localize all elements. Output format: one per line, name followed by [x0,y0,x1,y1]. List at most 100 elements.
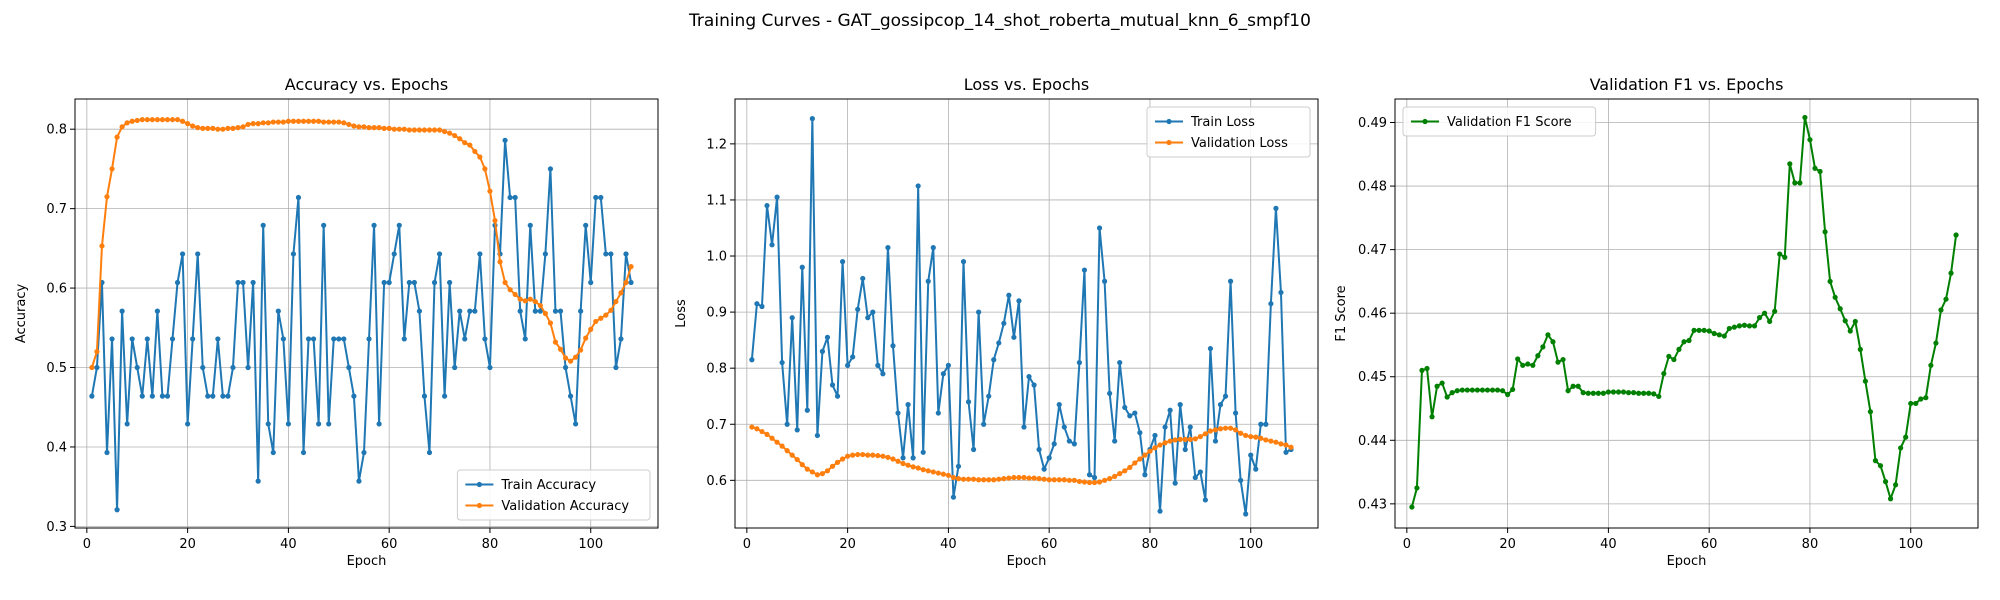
data-point [1142,452,1148,458]
data-point [1152,445,1158,451]
data-point [925,278,931,284]
data-point [754,301,760,307]
data-point [1908,400,1914,407]
data-point [583,335,589,341]
y-tick-label: 0.43 [1358,497,1387,512]
data-point [1716,332,1722,338]
data-point [1071,441,1077,447]
data-point [1535,353,1541,359]
data-point [1580,390,1586,396]
data-point [1953,232,1959,238]
data-point [331,119,337,125]
data-point [915,465,921,471]
data-point [1132,460,1138,466]
data-point [935,470,941,476]
data-point [598,315,604,321]
data-point [1469,387,1475,393]
legend-entry: Train Accuracy [500,478,596,493]
data-point [421,393,428,399]
data-point [200,364,206,371]
x-tick-label: 0 [743,537,751,552]
data-point [406,127,412,133]
data-point [628,264,634,270]
data-point [1666,353,1672,359]
data-point [447,279,453,286]
data-point [960,476,967,482]
y-tick-label: 1.2 [706,137,727,152]
data-point [527,296,533,302]
data-point [1812,165,1818,171]
data-point [1767,318,1773,325]
data-point [557,308,564,314]
data-point [89,364,95,371]
legend: Train Loss Validation Loss [1146,106,1311,158]
data-point [1102,278,1108,284]
data-point [547,320,554,326]
data-point [502,279,508,286]
data-point [1011,334,1017,340]
data-point [799,264,805,270]
data-point [1076,359,1083,366]
y-tick-label: 0.47 [1358,243,1387,258]
data-point [260,120,266,126]
data-point [1515,356,1521,362]
data-point [578,308,584,314]
data-point [134,364,140,371]
data-point [1091,479,1098,486]
data-point [1545,332,1551,338]
data-point [487,188,493,194]
data-point [1001,320,1007,326]
data-point [749,357,755,363]
data-point [925,468,931,474]
data-point [1227,278,1234,284]
data-point [185,121,191,127]
data-point [950,494,957,500]
data-point [305,118,312,124]
data-point [482,166,488,172]
data-point [1711,330,1717,337]
data-point [1107,390,1113,397]
data-point [900,455,906,461]
data-point [1560,356,1566,363]
data-point [1091,474,1098,481]
data-point [1046,477,1052,483]
data-point [1122,404,1128,411]
data-point [537,302,543,309]
data-point [265,120,271,126]
data-point [1721,333,1727,339]
data-point [804,466,810,472]
legend-box [1402,106,1597,137]
data-point [245,121,251,128]
data-point [426,449,433,456]
chart-title: Accuracy vs. Epochs [285,75,448,94]
data-point [608,251,614,257]
data-point [774,439,780,445]
data-point [764,202,770,209]
data-point [300,118,307,124]
data-point [265,421,271,427]
data-point [1837,306,1843,312]
data-point [1278,289,1284,296]
data-point [1520,362,1526,368]
legend-box [1146,106,1311,158]
data-point [1222,425,1229,431]
y-axis-label: Loss [674,299,689,328]
data-point [371,222,377,228]
data-point [139,393,145,399]
y-tick-label: 0.7 [46,202,67,217]
x-tick-label: 20 [839,537,856,552]
data-point [1192,474,1198,481]
data-point [1419,367,1425,373]
data-point [497,259,503,265]
legend-marker [1422,118,1428,125]
data-point [1207,345,1214,352]
data-point [940,471,946,477]
data-point [1701,327,1707,333]
data-point [1137,456,1143,462]
data-point [144,117,150,123]
data-point [1449,390,1455,396]
data-point [1923,395,1929,401]
data-point [1600,390,1606,396]
data-point [411,127,417,133]
data-point [1817,168,1823,175]
